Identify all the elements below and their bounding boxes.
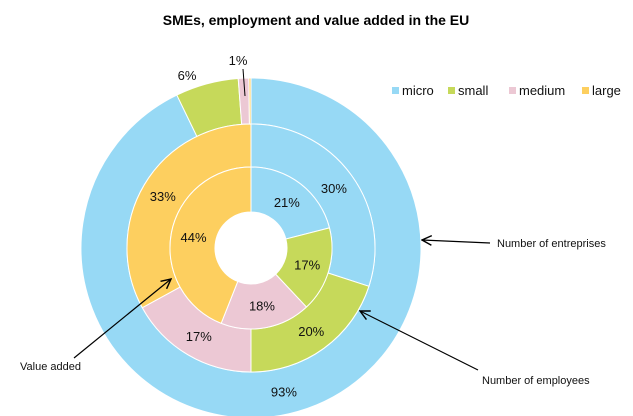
leader-line-medium (242, 68, 246, 97)
legend-swatch-large (582, 87, 589, 94)
annotation-employees: Number of employees (482, 375, 590, 387)
data-label-middle-medium: 17% (186, 329, 212, 344)
arrow-employees (360, 311, 479, 371)
annotation-entreprises: Number of entreprises (497, 238, 606, 250)
slice-inner-large (169, 166, 252, 324)
data-label-middle-micro: 30% (321, 181, 347, 196)
data-label-inner-small: 17% (294, 257, 320, 272)
legend-swatch-medium (509, 87, 516, 94)
legend-label-medium: medium (519, 83, 565, 98)
arrow-value-added (73, 279, 171, 359)
legend-label-small: small (458, 83, 488, 98)
data-label-middle-large: 33% (150, 189, 176, 204)
chart-title: SMEs, employment and value added in the … (163, 12, 470, 28)
annotation-value-added: Value added (20, 361, 81, 373)
data-label-outer-small: 6% (178, 68, 197, 83)
annotations: Number of entreprises Number of employee… (20, 238, 606, 387)
legend-swatch-small (448, 87, 455, 94)
data-label-outer-micro: 93% (271, 384, 297, 399)
data-label-middle-small: 20% (298, 324, 324, 339)
data-label-inner-large: 44% (181, 230, 207, 245)
legend-swatch-micro (392, 87, 399, 94)
data-label-outer-medium: 1% (229, 53, 248, 68)
slice-inner-micro (250, 166, 331, 240)
legend: micro small medium large (392, 83, 621, 98)
legend-label-micro: micro (402, 83, 434, 98)
arrow-entreprises (422, 240, 491, 243)
data-label-inner-micro: 21% (274, 195, 300, 210)
data-label-inner-medium: 18% (249, 298, 275, 313)
slice-outer-large (248, 77, 252, 125)
legend-label-large: large (592, 83, 621, 98)
